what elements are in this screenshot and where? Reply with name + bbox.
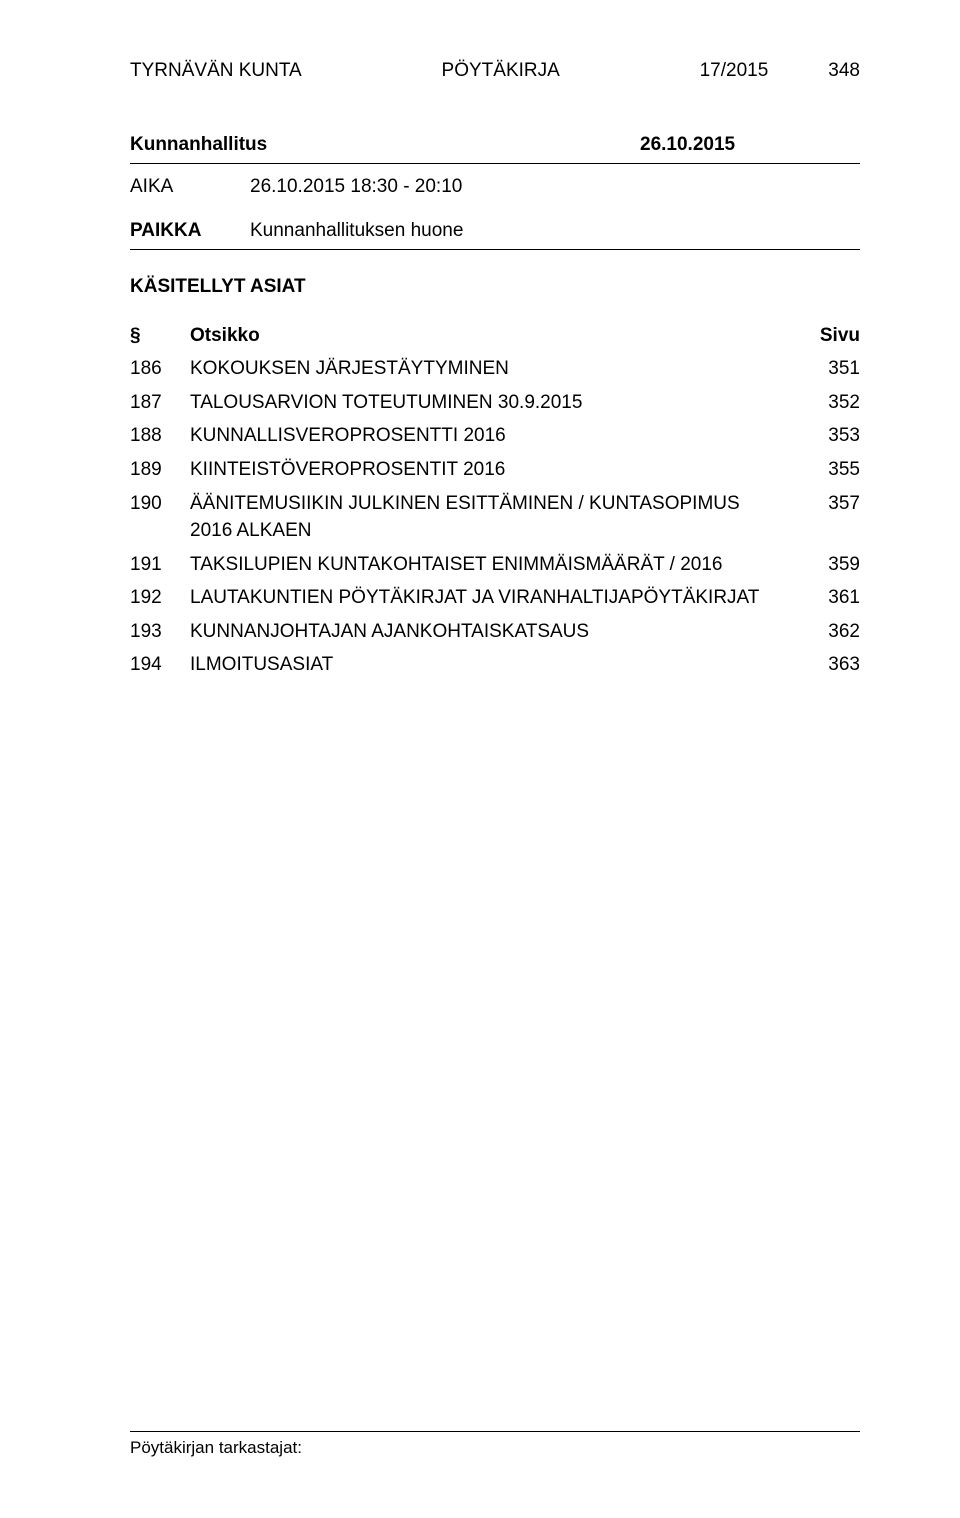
toc-title: KUNNANJOHTAJAN AJANKOHTAISKATSAUS <box>190 618 800 646</box>
doc-type: PÖYTÄKIRJA <box>442 60 560 82</box>
divider <box>130 249 860 250</box>
toc-title: ILMOITUSASIAT <box>190 651 800 679</box>
toc-head-sym: § <box>130 322 190 350</box>
toc-sym: 190 <box>130 490 190 518</box>
header-right: 17/2015 348 <box>700 60 860 82</box>
paikka-label: PAIKKA <box>130 218 250 245</box>
page: TYRNÄVÄN KUNTA PÖYTÄKIRJA 17/2015 348 Ku… <box>0 0 960 1518</box>
toc-row: 188 KUNNALLISVEROPROSENTTI 2016 353 <box>130 422 860 450</box>
toc-title: TAKSILUPIEN KUNTAKOHTAISET ENIMMÄISMÄÄRÄ… <box>190 551 800 579</box>
page-number: 348 <box>828 60 860 82</box>
toc-sym: 193 <box>130 618 190 646</box>
toc-row: 194 ILMOITUSASIAT 363 <box>130 651 860 679</box>
section-heading: KÄSITELLYT ASIAT <box>130 276 860 298</box>
paikka-value: Kunnanhallituksen huone <box>250 218 860 245</box>
divider <box>130 163 860 164</box>
toc-row: 190 ÄÄNITEMUSIIKIN JULKINEN ESITTÄMINEN … <box>130 490 860 545</box>
toc-title: LAUTAKUNTIEN PÖYTÄKIRJAT JA VIRANHALTIJA… <box>190 584 800 612</box>
aika-value: 26.10.2015 18:30 - 20:10 <box>250 174 860 201</box>
toc-title: KIINTEISTÖVEROPROSENTIT 2016 <box>190 456 800 484</box>
toc-row: 193 KUNNANJOHTAJAN AJANKOHTAISKATSAUS 36… <box>130 618 860 646</box>
meeting-body: Kunnanhallitus <box>130 132 640 159</box>
footer-divider <box>130 1431 860 1432</box>
toc-page: 363 <box>800 651 860 679</box>
meeting-body-line: Kunnanhallitus 26.10.2015 <box>130 132 860 159</box>
toc-title: TALOUSARVION TOTEUTUMINEN 30.9.2015 <box>190 389 800 417</box>
aika-label: AIKA <box>130 174 250 201</box>
toc-row: 189 KIINTEISTÖVEROPROSENTIT 2016 355 <box>130 456 860 484</box>
toc-row: 192 LAUTAKUNTIEN PÖYTÄKIRJAT JA VIRANHAL… <box>130 584 860 612</box>
toc-page: 362 <box>800 618 860 646</box>
document-header: TYRNÄVÄN KUNTA PÖYTÄKIRJA 17/2015 348 <box>130 60 860 82</box>
meeting-block: Kunnanhallitus 26.10.2015 AIKA 26.10.201… <box>130 132 860 250</box>
toc-sym: 188 <box>130 422 190 450</box>
toc-sym: 189 <box>130 456 190 484</box>
toc-sym: 194 <box>130 651 190 679</box>
toc-page: 351 <box>800 355 860 383</box>
footer: Pöytäkirjan tarkastajat: <box>130 1431 860 1458</box>
toc: § Otsikko Sivu 186 KOKOUKSEN JÄRJESTÄYTY… <box>130 322 860 679</box>
aika-line: AIKA 26.10.2015 18:30 - 20:10 <box>130 174 860 201</box>
toc-page: 353 <box>800 422 860 450</box>
toc-row: 191 TAKSILUPIEN KUNTAKOHTAISET ENIMMÄISM… <box>130 551 860 579</box>
toc-header-row: § Otsikko Sivu <box>130 322 860 350</box>
meeting-body-date: 26.10.2015 <box>640 132 860 159</box>
toc-title: ÄÄNITEMUSIIKIN JULKINEN ESITTÄMINEN / KU… <box>190 490 800 545</box>
toc-sym: 187 <box>130 389 190 417</box>
org-name: TYRNÄVÄN KUNTA <box>130 60 302 82</box>
paikka-line: PAIKKA Kunnanhallituksen huone <box>130 218 860 245</box>
toc-title: KUNNALLISVEROPROSENTTI 2016 <box>190 422 800 450</box>
toc-page: 357 <box>800 490 860 518</box>
toc-page: 359 <box>800 551 860 579</box>
toc-row: 186 KOKOUKSEN JÄRJESTÄYTYMINEN 351 <box>130 355 860 383</box>
toc-row: 187 TALOUSARVION TOTEUTUMINEN 30.9.2015 … <box>130 389 860 417</box>
toc-sym: 191 <box>130 551 190 579</box>
toc-sym: 186 <box>130 355 190 383</box>
toc-page: 361 <box>800 584 860 612</box>
issue-number: 17/2015 <box>700 60 769 82</box>
toc-head-title: Otsikko <box>190 322 800 350</box>
toc-title: KOKOUKSEN JÄRJESTÄYTYMINEN <box>190 355 800 383</box>
toc-sym: 192 <box>130 584 190 612</box>
toc-head-page: Sivu <box>800 322 860 350</box>
toc-page: 355 <box>800 456 860 484</box>
footer-text: Pöytäkirjan tarkastajat: <box>130 1438 860 1458</box>
toc-page: 352 <box>800 389 860 417</box>
